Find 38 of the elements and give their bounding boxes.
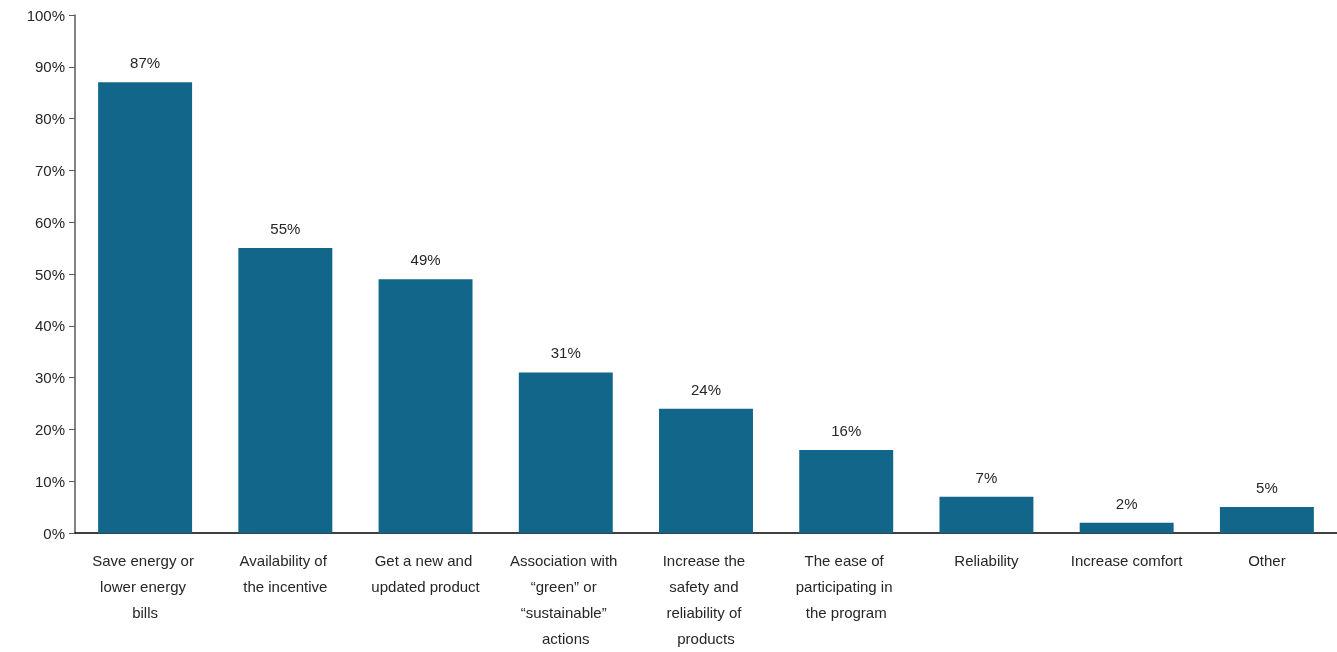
bar <box>939 496 1034 533</box>
y-tick-label: 60% <box>34 213 65 231</box>
y-tick-label: 90% <box>34 58 65 76</box>
y-tick-label: 30% <box>34 369 65 387</box>
data-label: 2% <box>1115 494 1138 512</box>
y-tick-label: 40% <box>34 317 65 335</box>
y-tick-label: 70% <box>34 161 65 179</box>
y-tick-label: 20% <box>34 420 65 438</box>
bar <box>378 279 473 533</box>
x-tick-label: The ease of participating in the program <box>795 551 897 621</box>
bar <box>518 372 613 533</box>
y-tick-label: 80% <box>34 110 65 128</box>
data-label: 16% <box>831 422 862 440</box>
bar <box>659 408 753 533</box>
data-label: 7% <box>975 468 998 486</box>
data-label: 87% <box>130 54 161 72</box>
bar <box>98 82 193 533</box>
data-label: 24% <box>690 380 722 398</box>
x-tick-label: Increase comfort <box>1070 551 1184 569</box>
y-tick-label: 0% <box>43 524 65 542</box>
x-tick-label: Association with “green” or “sustainable” actions <box>509 551 622 647</box>
x-tick-label: Availability of the incentive <box>239 551 332 595</box>
y-tick-label: 10% <box>34 472 65 490</box>
bar <box>238 248 333 533</box>
x-tick-label: Save energy or lower energy bills <box>92 551 199 621</box>
data-label: 5% <box>1256 479 1278 497</box>
bar <box>1079 522 1174 533</box>
x-tick-label: Increase the safety and reliability of products <box>662 551 750 647</box>
x-tick-label: Other <box>1248 551 1286 569</box>
data-label: 55% <box>270 220 301 238</box>
bar <box>799 450 894 533</box>
x-tick-label: Get a new and updated product <box>371 551 481 595</box>
data-label: 49% <box>410 251 441 269</box>
data-label: 31% <box>550 344 581 362</box>
x-tick-label: Reliability <box>954 551 1020 569</box>
y-tick-label: 50% <box>34 265 65 283</box>
bar <box>1219 507 1314 533</box>
y-tick-label: 100% <box>26 6 65 24</box>
